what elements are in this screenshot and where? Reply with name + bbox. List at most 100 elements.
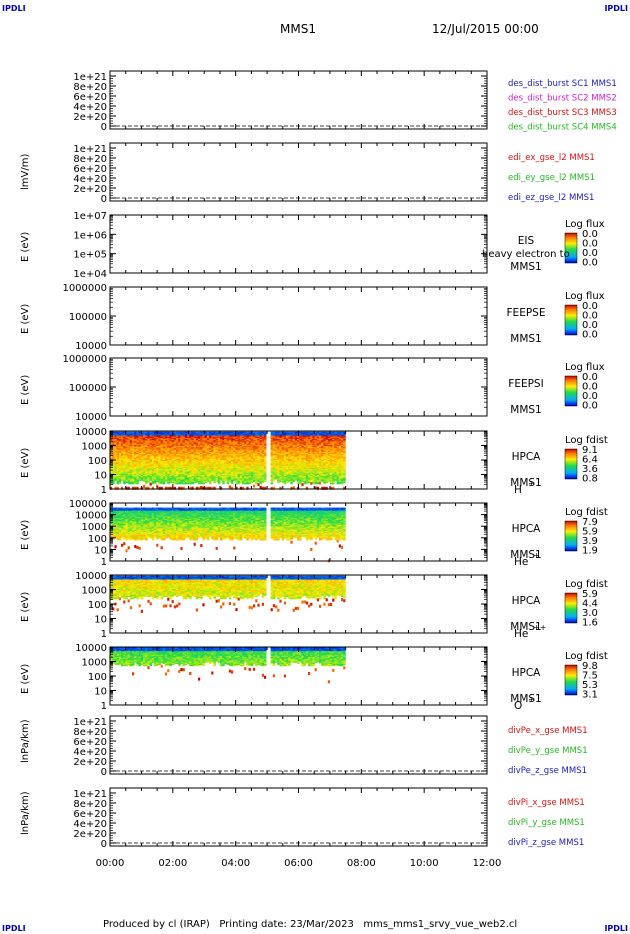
heatmap-cell	[187, 446, 190, 449]
heatmap-cell	[228, 448, 232, 450]
heatmap-cell	[305, 468, 309, 471]
heatmap-cell	[154, 438, 157, 441]
heatmap-cell	[250, 436, 254, 438]
heatmap-cell	[136, 458, 139, 460]
heatmap-cell	[184, 453, 188, 456]
colorbar-tick-label: 0.0	[582, 330, 598, 341]
ytick-label: 0	[101, 122, 107, 133]
heatmap-cell	[134, 437, 137, 439]
heatmap-cell	[270, 452, 274, 455]
heatmap-cell	[125, 452, 128, 455]
heatmap-cell	[279, 463, 282, 465]
heatmap-cell	[325, 459, 329, 462]
heatmap-cell	[321, 461, 324, 464]
heatmap-cell	[191, 441, 194, 443]
heatmap-cell	[206, 437, 210, 439]
heatmap-cell	[193, 449, 197, 451]
heatmap-cell	[290, 478, 293, 480]
heatmap-cell	[140, 451, 144, 453]
heatmap-cell	[281, 481, 285, 484]
heatmap-cell	[257, 454, 260, 457]
heatmap-cell	[275, 438, 278, 441]
heatmap-cell	[158, 443, 161, 445]
heatmap-cell	[323, 446, 326, 449]
heatmap-cell	[169, 454, 172, 457]
heatmap-cell	[224, 468, 227, 471]
heatmap-cell	[165, 443, 168, 445]
heatmap-cell	[310, 465, 313, 467]
heatmap-cell	[279, 443, 282, 445]
heatmap-cell	[253, 434, 256, 436]
heatmap-cell	[173, 479, 177, 481]
heatmap-cell	[213, 478, 216, 480]
heatmap-cell	[327, 444, 331, 446]
heatmap-cell	[162, 474, 166, 477]
heatmap-cell	[314, 470, 318, 472]
heatmap-cell	[303, 459, 307, 462]
heatmap-cell	[136, 468, 139, 471]
heatmap-cell	[294, 448, 298, 450]
heatmap-cell	[129, 434, 133, 436]
heatmap-cell	[226, 461, 230, 464]
heatmap-cell	[246, 480, 249, 482]
heatmap-cell	[151, 477, 155, 479]
legend-entry: des_dist_burst SC1 MMS1	[508, 79, 617, 89]
heatmap-cell	[226, 482, 230, 485]
heatmap-cell	[132, 466, 135, 468]
heatmap-cell	[264, 436, 267, 438]
heatmap-cell	[231, 434, 234, 436]
heatmap-cell	[187, 436, 190, 438]
heatmap-cell	[182, 480, 186, 482]
heatmap-cell	[127, 437, 131, 439]
heatmap-cell	[255, 449, 258, 451]
heatmap-cell	[209, 437, 212, 439]
heatmap-cell	[154, 448, 157, 450]
heatmap-cell	[116, 443, 120, 445]
heatmap-cell	[173, 442, 177, 444]
heatmap-cell	[253, 461, 256, 464]
heatmap-cell	[125, 481, 128, 484]
heatmap-cell	[242, 465, 245, 467]
heatmap-cell	[299, 479, 302, 481]
heatmap-cell	[308, 459, 311, 462]
heatmap-cell	[110, 439, 113, 442]
heatmap-cell	[310, 457, 313, 459]
heatmap-cell	[286, 456, 289, 458]
heatmap-cell	[244, 436, 247, 438]
heatmap-cell	[160, 454, 164, 457]
heatmap-cell	[211, 453, 214, 456]
heatmap-cell	[303, 444, 307, 446]
heatmap-cell	[140, 463, 144, 465]
heatmap-cell	[288, 437, 291, 439]
heatmap-cell	[112, 437, 115, 439]
heatmap-cell	[110, 442, 113, 444]
heatmap-cell	[321, 438, 324, 441]
heatmap-cell	[261, 481, 265, 484]
heatmap-cell	[281, 480, 285, 482]
heatmap-cell	[288, 463, 291, 465]
heatmap-cell	[321, 439, 324, 442]
heatmap-cell	[290, 475, 293, 478]
heatmap-cell	[182, 434, 186, 436]
heatmap-cell	[123, 441, 126, 443]
heatmap-cell	[132, 465, 135, 467]
heatmap-cell	[123, 438, 126, 441]
heatmap-cell	[231, 459, 234, 462]
heatmap-cell	[310, 443, 313, 445]
heatmap-cell	[279, 431, 282, 434]
heatmap-cell	[288, 444, 291, 446]
heatmap-cell	[250, 461, 254, 464]
heatmap-cell	[195, 439, 199, 442]
heatmap-cell	[283, 439, 287, 442]
heatmap-cell	[204, 431, 208, 434]
heatmap-cell	[176, 477, 179, 479]
heatmap-cell	[184, 446, 188, 449]
heatmap-cell	[272, 459, 276, 462]
heatmap-cell	[121, 444, 124, 446]
heatmap-cell	[125, 465, 128, 467]
heatmap-cell	[191, 439, 194, 442]
heatmap-cell	[325, 442, 329, 444]
heatmap-cell	[272, 450, 276, 452]
heatmap-cell	[125, 437, 128, 439]
heatmap-cell	[206, 465, 210, 467]
